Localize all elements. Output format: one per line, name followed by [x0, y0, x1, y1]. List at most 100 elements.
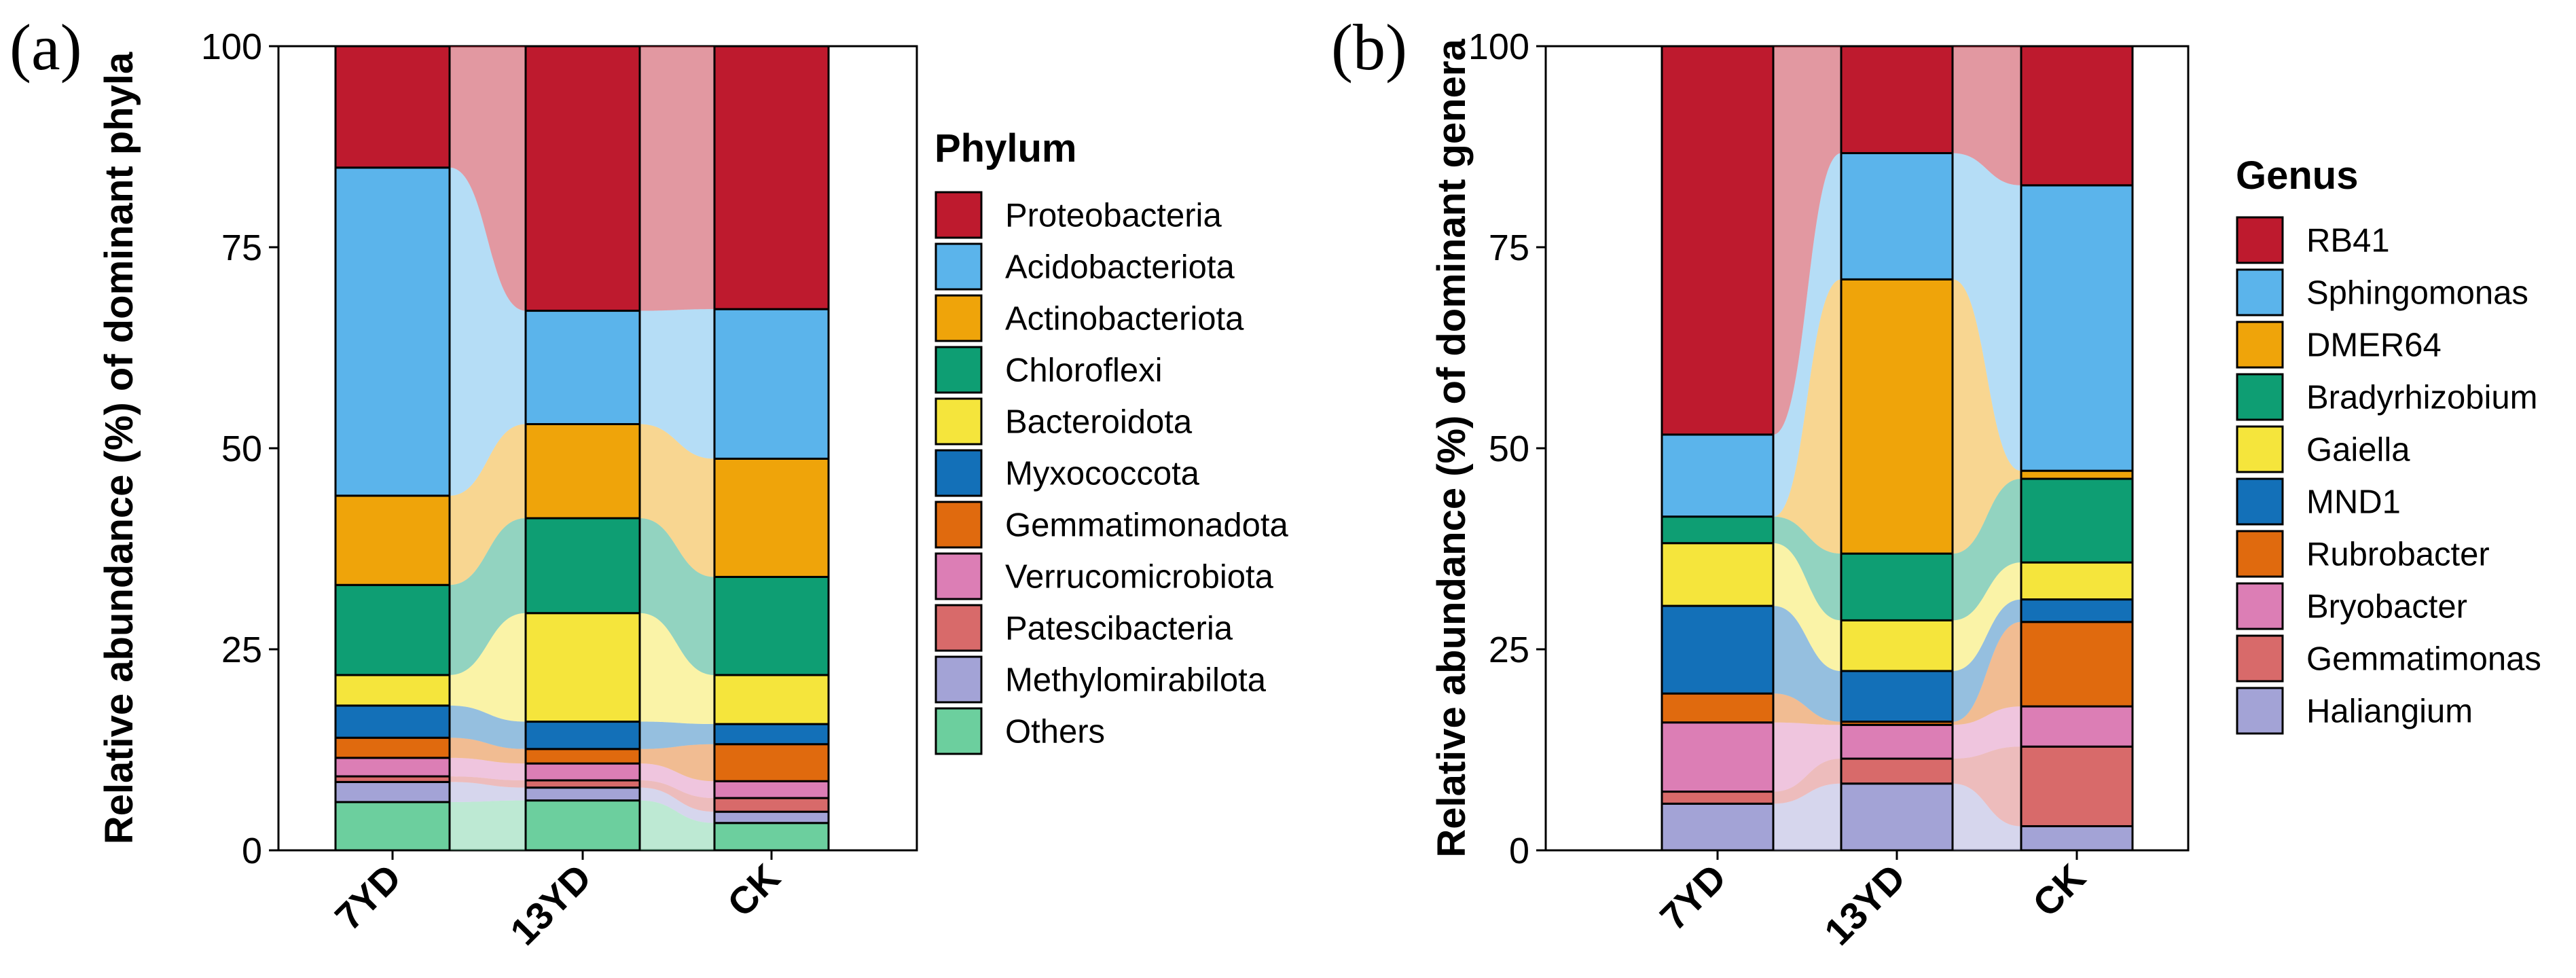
flow-gaiella-13yd-ck: [1953, 562, 2021, 671]
flow-rubrobacter-13yd-ck: [1953, 621, 2021, 725]
bar-segment-myxococcota-7yd: [334, 704, 451, 739]
legend-label-gemmatimonadota: Gemmatimonadota: [1005, 507, 1288, 544]
legend-swatch-proteobacteria: [935, 191, 983, 239]
flow-bacteroidota-13yd-ck: [640, 613, 714, 725]
y-tick-label: 75: [221, 228, 262, 268]
legend: Phylum Proteobacteria Acidobacteriota Actin…: [935, 126, 1288, 755]
bar-segment-bacteroidota-ck: [713, 674, 830, 725]
bar-segment-actinobacteriota-ck: [713, 457, 830, 578]
legend-label-rb41: RB41: [2306, 223, 2390, 259]
flow-chloroflexi-13yd-ck: [640, 518, 714, 675]
bar-segment-haliangium-13yd: [1840, 782, 1954, 852]
y-tick-label: 50: [1489, 429, 1529, 469]
legend-label-myxococcota: Myxococcota: [1005, 456, 1200, 492]
bar-segment-actinobacteriota-7yd: [334, 494, 451, 586]
legend-swatch-dmer64: [2236, 321, 2284, 369]
bar-segment-gaiella-ck: [2020, 561, 2134, 601]
panel-label: (a): [10, 11, 82, 84]
x-tick-label-7yd: 7YD: [1652, 856, 1735, 939]
flow-rb41-13yd-ck: [1953, 46, 2021, 185]
legend-label-verrucomicrobiota: Verrucomicrobiota: [1005, 559, 1274, 596]
bar-segment-acidobacteriota-ck: [713, 308, 830, 460]
flow-methylomirabilota-7yd-13yd: [450, 782, 526, 802]
legend-title: Genus: [2236, 153, 2359, 198]
legend-label-bryobacter: Bryobacter: [2306, 589, 2467, 626]
bar-segment-sphingomonas-7yd: [1661, 433, 1775, 518]
flow-bacteroidota-7yd-13yd: [450, 613, 526, 722]
flow-sphingomonas-7yd-13yd: [1773, 153, 1841, 517]
bar-segment-proteobacteria-7yd: [334, 45, 451, 169]
legend-swatch-mnd1: [2236, 477, 2284, 526]
x-tick-label-7yd: 7YD: [327, 856, 410, 939]
legend-swatch-gemmatimonas: [2236, 634, 2284, 683]
bar-segment-patescibacteria-13yd: [524, 779, 641, 789]
flow-acidobacteriota-13yd-ck: [640, 309, 714, 459]
flow-gemmatimonas-13yd-ck: [1953, 746, 2021, 827]
bar-segment-chloroflexi-ck: [713, 575, 830, 676]
bar-segment-chloroflexi-7yd: [334, 583, 451, 676]
legend-swatch-gaiella: [2236, 425, 2284, 473]
bar-segment-rubrobacter-7yd: [1661, 692, 1775, 724]
panel-b-genera: 0 25 50 75 100 7YD 13YD CK Relative abundance (%…: [1331, 11, 2541, 954]
legend-swatch-myxococcota: [935, 449, 983, 497]
bar-segment-bradyrhizobium-7yd: [1661, 515, 1775, 545]
bar-segment-sphingomonas-13yd: [1840, 151, 1954, 280]
bar-segment-gaiella-7yd: [1661, 542, 1775, 607]
bar-segment-mnd1-13yd: [1840, 670, 1954, 723]
legend-swatch-rubrobacter: [2236, 530, 2284, 578]
bar-segment-others-13yd: [524, 799, 641, 852]
flow-bradyrhizobium-7yd-13yd: [1773, 516, 1841, 621]
bar-segment-dmer64-13yd: [1840, 278, 1954, 555]
flow-proteobacteria-13yd-ck: [640, 46, 714, 311]
legend-swatch-others: [935, 707, 983, 755]
legend-label-methylomirabilota: Methylomirabilota: [1005, 662, 1267, 699]
legend-label-gemmatimonas: Gemmatimonas: [2306, 641, 2541, 678]
bar-segment-gemmatimonas-7yd: [1661, 791, 1775, 805]
bar-segment-acidobacteriota-7yd: [334, 166, 451, 497]
alluvial-flows: [450, 46, 714, 850]
y-tick-label: 25: [221, 630, 262, 670]
y-tick-label: 100: [201, 26, 262, 67]
panel-a-phyla: 0 25 50 75 100 7YD 13YD CK Relative abundance (%…: [10, 11, 1288, 954]
bar-segment-haliangium-7yd: [1661, 802, 1775, 852]
bar-segment-actinobacteriota-13yd: [524, 422, 641, 520]
legend-swatch-patescibacteria: [935, 604, 983, 652]
flow-bryobacter-7yd-13yd: [1773, 722, 1841, 792]
flow-rb41-7yd-13yd: [1773, 46, 1841, 435]
flow-verrucomicrobiota-7yd-13yd: [450, 757, 526, 780]
bar-segment-others-7yd: [334, 801, 451, 852]
bar-segment-proteobacteria-13yd: [524, 45, 641, 312]
y-axis-title: Relative abundance (%) of dominant phyla: [97, 52, 141, 844]
flow-myxococcota-7yd-13yd: [450, 705, 526, 749]
bar-segment-gemmatimonas-13yd: [1840, 757, 1954, 785]
legend-label-haliangium: Haliangium: [2306, 693, 2473, 730]
legend-label-actinobacteriota: Actinobacteriota: [1005, 301, 1244, 338]
legend-title: Phylum: [935, 126, 1077, 170]
flow-others-7yd-13yd: [450, 800, 526, 850]
bar-segment-methylomirabilota-7yd: [334, 780, 451, 803]
bar-segment-haliangium-ck: [2020, 825, 2134, 852]
legend-swatch-verrucomicrobiota: [935, 552, 983, 600]
flow-chloroflexi-7yd-13yd: [450, 518, 526, 675]
legend-label-dmer64: DMER64: [2306, 327, 2442, 364]
y-tick-label: 25: [1489, 630, 1529, 670]
bar-segment-acidobacteriota-13yd: [524, 310, 641, 425]
flow-others-13yd-ck: [640, 800, 714, 850]
bar-segment-mnd1-7yd: [1661, 604, 1775, 695]
legend-swatch-rb41: [2236, 216, 2284, 264]
bar-segment-rubrobacter-ck: [2020, 621, 2134, 708]
legend: Genus RB41 Sphingomonas DMER64 Bradyrhizobiu…: [2236, 153, 2541, 735]
y-axis-title: Relative abundance (%) of dominant gener…: [1430, 39, 1474, 858]
y-tick-label: 100: [1468, 26, 1529, 67]
legend-swatch-sphingomonas: [2236, 268, 2284, 316]
flow-verrucomicrobiota-13yd-ck: [640, 763, 714, 799]
bar-segment-bryobacter-ck: [2020, 705, 2134, 748]
alluvial-flows: [1773, 46, 2021, 850]
bar-segment-bacteroidota-7yd: [334, 674, 451, 707]
bar-segment-rb41-13yd: [1840, 45, 1954, 154]
bar-segment-sphingomonas-ck: [2020, 184, 2134, 472]
bar-segment-methylomirabilota-13yd: [524, 786, 641, 802]
y-tick-label: 50: [221, 429, 262, 469]
bar-segment-myxococcota-13yd: [524, 721, 641, 750]
